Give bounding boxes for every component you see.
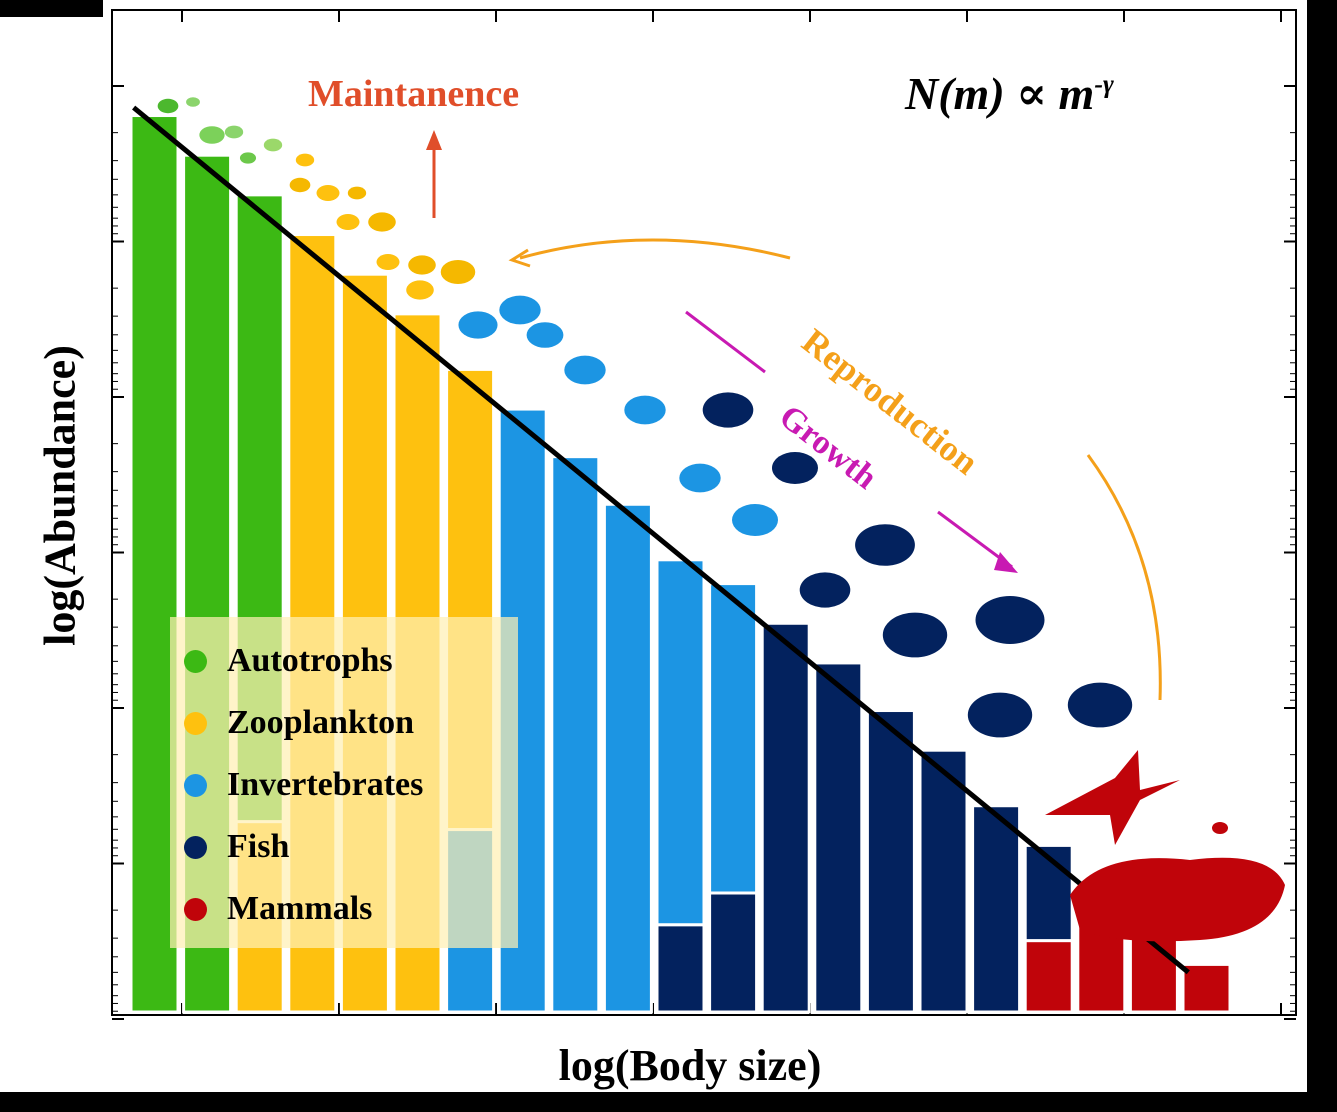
bar-fish-12 [708, 891, 759, 1014]
legend: Autotrophs Zooplankton Invertebrates Fis… [170, 617, 518, 948]
annotation-maintenance: Maintanence [308, 73, 520, 115]
power-law-fit-line [132, 105, 1190, 975]
zooplankton-icon [289, 177, 311, 193]
zooplankton-icon [368, 212, 396, 232]
legend-label: Fish [227, 828, 290, 865]
legend-dot-icon [184, 835, 207, 859]
lobster-icon [732, 504, 778, 536]
autotroph-icon [199, 126, 225, 144]
bar-mammals-21 [1181, 962, 1232, 1014]
legend-label: Zooplankton [227, 704, 415, 741]
fish-icon [975, 596, 1045, 644]
reproduction-arc-upper [519, 238, 791, 260]
fish-icon [1067, 682, 1133, 728]
growth-line [685, 310, 766, 374]
fish-icon [967, 692, 1033, 738]
bar-invertebrates-9 [550, 455, 601, 1014]
zooplankton-icon [406, 280, 434, 300]
autotroph-icon [224, 125, 244, 139]
autotroph-icon [157, 98, 179, 114]
legend-label: Autotrophs [227, 642, 393, 679]
maintenance-arrow-head [426, 130, 442, 150]
legend-label: Invertebrates [227, 766, 424, 803]
bar-fish-17 [971, 804, 1022, 1014]
fish-icon [702, 392, 754, 428]
shark-icon [1045, 750, 1180, 845]
bar-fish-16 [918, 748, 969, 1014]
y-axis-label: log(Abundance) [35, 345, 85, 646]
formula-text: N(m) ∝ m [905, 68, 1095, 119]
legend-dot-icon [184, 649, 207, 673]
shrimp-icon [499, 295, 541, 325]
legend-item-invertebrates: Invertebrates [184, 765, 423, 805]
top-left-frame-mask [0, 0, 103, 17]
autotroph-icon [239, 152, 257, 164]
squid-icon [624, 395, 666, 425]
x-axis-label: log(Body size) [558, 1041, 822, 1090]
legend-label: Mammals [227, 890, 373, 927]
autotroph-icon [263, 138, 283, 152]
bar-invertebrates-12 [708, 582, 759, 895]
formula: N(m) ∝ m-γ [905, 66, 1114, 120]
zooplankton-icon [376, 254, 400, 270]
fish-icon [799, 572, 851, 608]
crab-icon [679, 463, 721, 493]
jellyfish-icon [564, 355, 606, 385]
bar-invertebrates-10 [602, 502, 653, 1014]
zooplankton-icon [408, 255, 436, 275]
whale-icon [1070, 857, 1285, 942]
fish-icon [882, 612, 948, 658]
formula-exponent: -γ [1094, 69, 1114, 99]
plot-frame [111, 9, 1297, 1016]
zooplankton-icon [336, 214, 360, 230]
legend-item-autotrophs: Autotrophs [184, 641, 393, 681]
autotroph-icon [186, 97, 200, 107]
zooplankton-icon [295, 153, 315, 167]
shrimp-icon [458, 311, 498, 339]
zooplankton-icon [440, 260, 476, 284]
legend-dot-icon [184, 711, 207, 735]
fish-icon [772, 452, 818, 484]
zooplankton-icon [347, 186, 367, 200]
whale-spout-icon [1212, 822, 1228, 834]
bottom-frame-mask [0, 1092, 1337, 1112]
right-frame-mask [1307, 0, 1337, 1112]
legend-item-fish: Fish [184, 827, 289, 867]
legend-dot-icon [184, 773, 207, 797]
legend-item-mammals: Mammals [184, 889, 372, 929]
reproduction-arrow-head [508, 248, 531, 268]
reproduction-arc-lower [1086, 454, 1162, 701]
bar-invertebrates-11 [655, 558, 706, 927]
zooplankton-icon [316, 185, 340, 201]
shrimp-icon [526, 322, 564, 348]
bar-fish-14 [813, 661, 864, 1014]
legend-item-zooplankton: Zooplankton [184, 703, 414, 743]
legend-dot-icon [184, 897, 207, 921]
growth-arrow-head [994, 552, 1018, 573]
bar-fish-13 [760, 621, 811, 1014]
bar-fish-11 [655, 923, 706, 1014]
bar-mammals-18 [1023, 939, 1074, 1014]
fish-icon [855, 524, 915, 566]
bar-fish-15 [865, 709, 916, 1014]
